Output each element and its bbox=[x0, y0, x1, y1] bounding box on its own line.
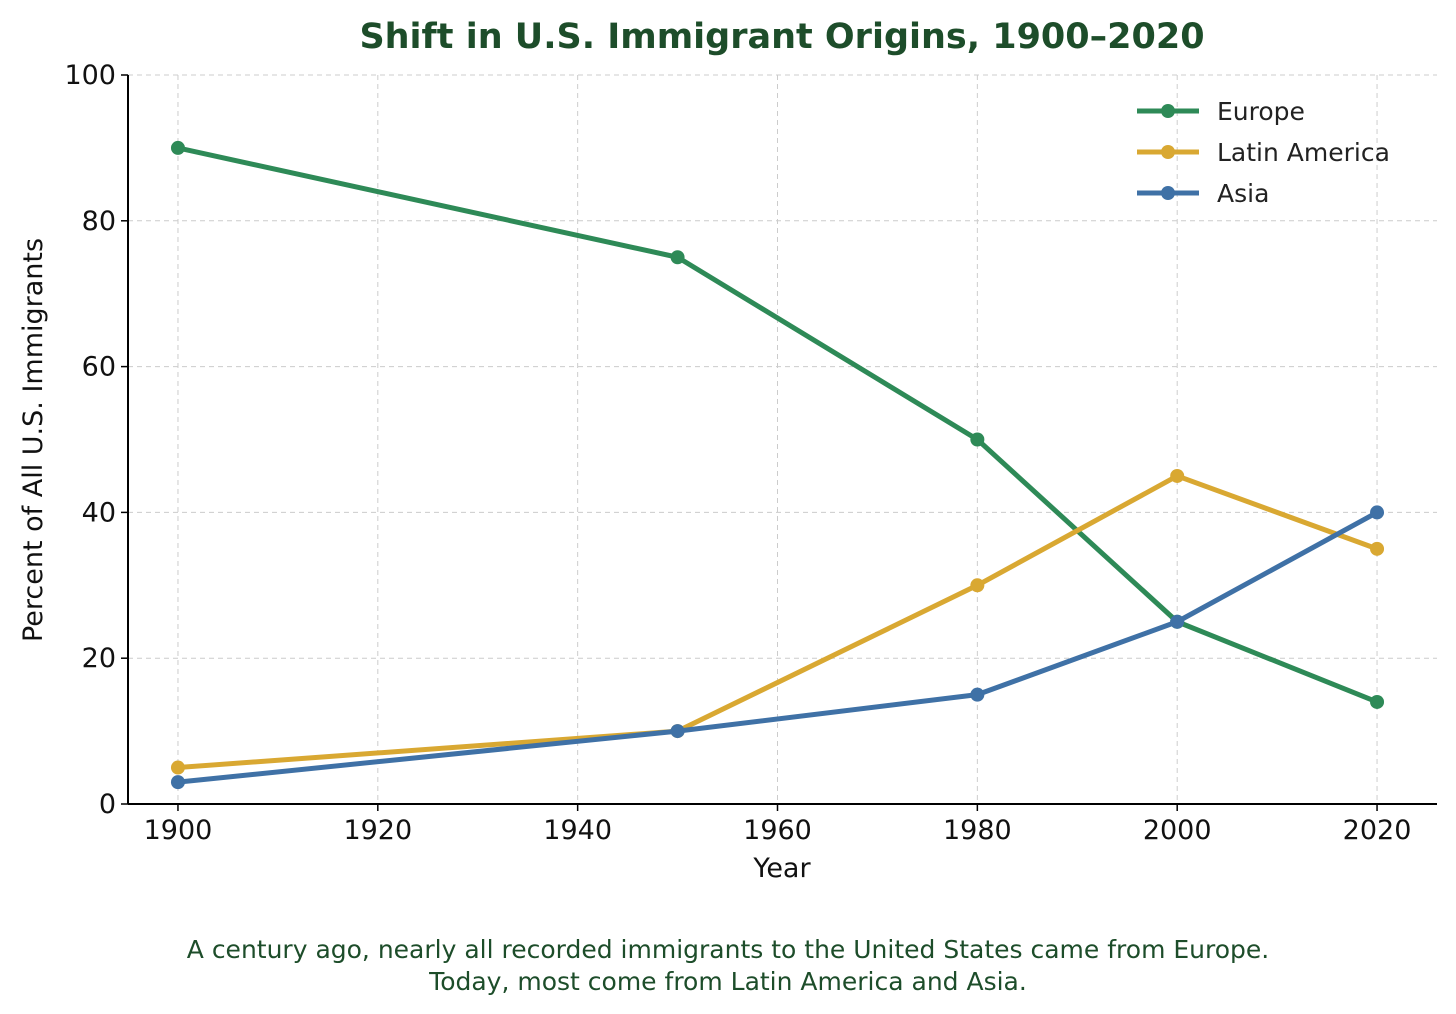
data-point-latin-america bbox=[1370, 541, 1385, 556]
y-tick-label: 100 bbox=[64, 60, 116, 91]
x-tick-label: 2020 bbox=[1343, 815, 1412, 846]
x-tick-label: 1940 bbox=[543, 815, 612, 846]
y-tick-label: 40 bbox=[82, 497, 116, 528]
tick-labels: 1900 1920 1940 1960 1980 2000 2020 0 20 40 60 80 100 bbox=[64, 60, 1411, 846]
data-point-asia bbox=[970, 687, 985, 702]
x-tick-label: 1900 bbox=[144, 815, 213, 846]
x-tick-label: 1920 bbox=[343, 815, 412, 846]
caption-line-2: Today, most come from Latin America and … bbox=[429, 967, 1027, 996]
y-axis-label: Percent of All U.S. Immigrants bbox=[18, 238, 49, 642]
x-tick-label: 1980 bbox=[943, 815, 1012, 846]
legend-label-europe: Europe bbox=[1217, 97, 1305, 126]
data-point-latin-america bbox=[1170, 468, 1185, 483]
x-tick-label: 2000 bbox=[1143, 815, 1212, 846]
data-point-asia bbox=[1170, 614, 1185, 629]
series bbox=[170, 140, 1385, 790]
axes bbox=[127, 75, 1437, 805]
data-point-europe bbox=[670, 250, 685, 265]
data-point-europe bbox=[170, 140, 185, 155]
chart-title: Shift in U.S. Immigrant Origins, 1900–20… bbox=[359, 17, 1204, 57]
data-point-europe bbox=[970, 432, 985, 447]
legend: Europe Latin America Asia bbox=[1137, 97, 1390, 208]
data-point-asia bbox=[670, 724, 685, 739]
data-point-asia bbox=[170, 775, 185, 790]
x-axis-label: Year bbox=[752, 853, 811, 884]
y-tick-label: 80 bbox=[82, 206, 116, 237]
legend-label-latin-america: Latin America bbox=[1217, 138, 1390, 167]
legend-marker-latin-america bbox=[1161, 145, 1175, 159]
legend-marker-asia bbox=[1161, 186, 1175, 200]
caption-line-1: A century ago, nearly all recorded immig… bbox=[186, 935, 1270, 964]
data-point-latin-america bbox=[970, 578, 985, 593]
legend-label-asia: Asia bbox=[1217, 179, 1269, 208]
data-point-asia bbox=[1370, 505, 1385, 520]
line-chart: Shift in U.S. Immigrant Origins, 1900–20… bbox=[18, 17, 1437, 884]
y-tick-label: 20 bbox=[82, 643, 116, 674]
y-tick-label: 60 bbox=[82, 352, 116, 383]
y-tick-label: 0 bbox=[99, 789, 116, 820]
x-tick-label: 1960 bbox=[743, 815, 812, 846]
legend-marker-europe bbox=[1161, 104, 1175, 118]
data-point-europe bbox=[1370, 694, 1385, 709]
data-point-latin-america bbox=[170, 760, 185, 775]
